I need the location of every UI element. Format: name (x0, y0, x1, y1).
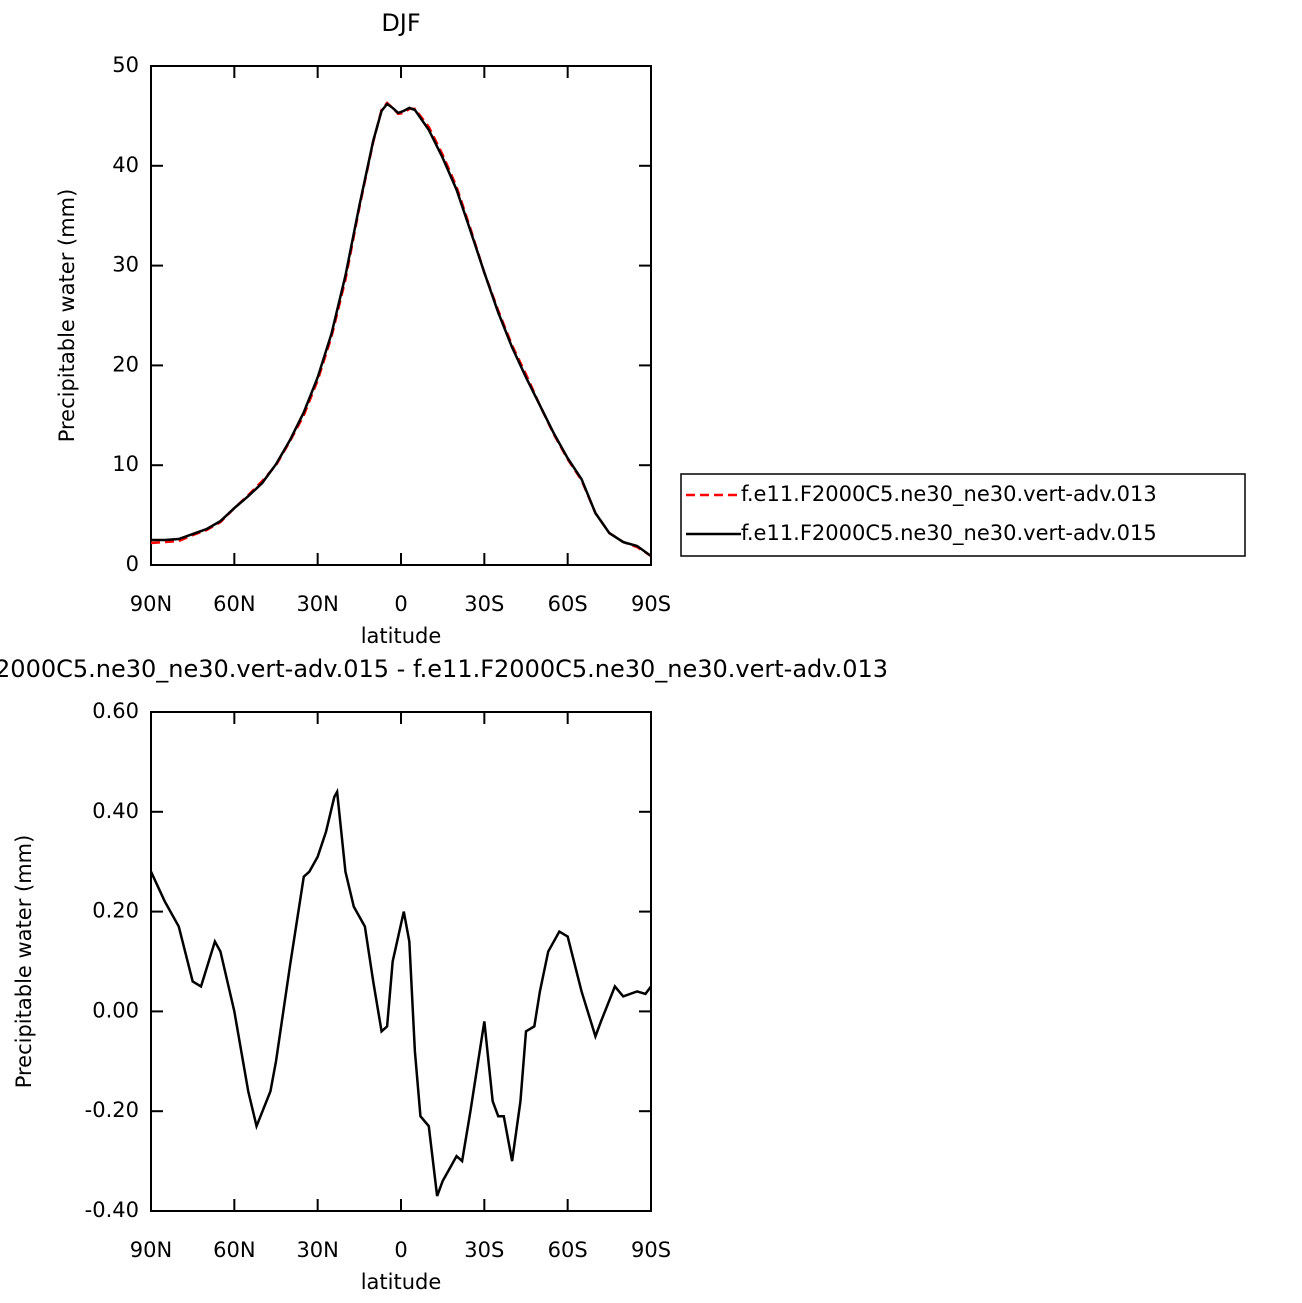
x-tick-label: 90S (631, 1238, 671, 1262)
y-tick-label: 0 (126, 552, 139, 576)
legend-label: f.e11.F2000C5.ne30_ne30.vert-adv.015 (741, 521, 1157, 546)
x-tick-label: 90S (631, 592, 671, 616)
data-line (149, 787, 653, 1197)
legend-label: f.e11.F2000C5.ne30_ne30.vert-adv.013 (741, 482, 1157, 507)
x-tick-label: 60S (548, 592, 588, 616)
y-tick-label: 0.40 (92, 799, 139, 823)
y-tick-label: 40 (112, 153, 139, 177)
y-tick-label: 0.60 (92, 699, 139, 723)
data-line (150, 101, 652, 558)
x-tick-label: 30N (296, 592, 338, 616)
y-tick-label: 30 (112, 253, 139, 277)
x-tick-label: 30S (464, 592, 504, 616)
x-tick-label: 30N (296, 1238, 338, 1262)
x-axis-label: latitude (361, 1270, 442, 1294)
x-axis-label: latitude (361, 624, 442, 648)
y-tick-label: 50 (112, 53, 139, 77)
x-tick-label: 60N (213, 1238, 255, 1262)
y-tick-label: -0.20 (85, 1098, 139, 1122)
legend-box (680, 473, 1246, 557)
x-tick-label: 60N (213, 592, 255, 616)
chart-title: f.e11.F2000C5.ne30_ne30.vert-adv.015 - f… (0, 655, 888, 683)
y-axis-label: Precipitable water (mm) (55, 189, 79, 443)
y-tick-label: 0.20 (92, 899, 139, 923)
y-tick-label: 10 (112, 452, 139, 476)
y-tick-label: 0.00 (92, 998, 139, 1022)
chart-title: DJF (381, 9, 420, 37)
x-tick-label: 30S (464, 1238, 504, 1262)
y-tick-label: -0.40 (85, 1198, 139, 1222)
x-tick-label: 60S (548, 1238, 588, 1262)
y-axis-label: Precipitable water (mm) (12, 835, 36, 1089)
x-tick-label: 0 (394, 592, 407, 616)
x-tick-label: 90N (130, 1238, 172, 1262)
x-tick-label: 0 (394, 1238, 407, 1262)
data-line (151, 102, 652, 558)
plot-frame (150, 711, 652, 1212)
x-tick-label: 90N (130, 592, 172, 616)
plot-frame (150, 65, 652, 566)
y-tick-label: 20 (112, 352, 139, 376)
